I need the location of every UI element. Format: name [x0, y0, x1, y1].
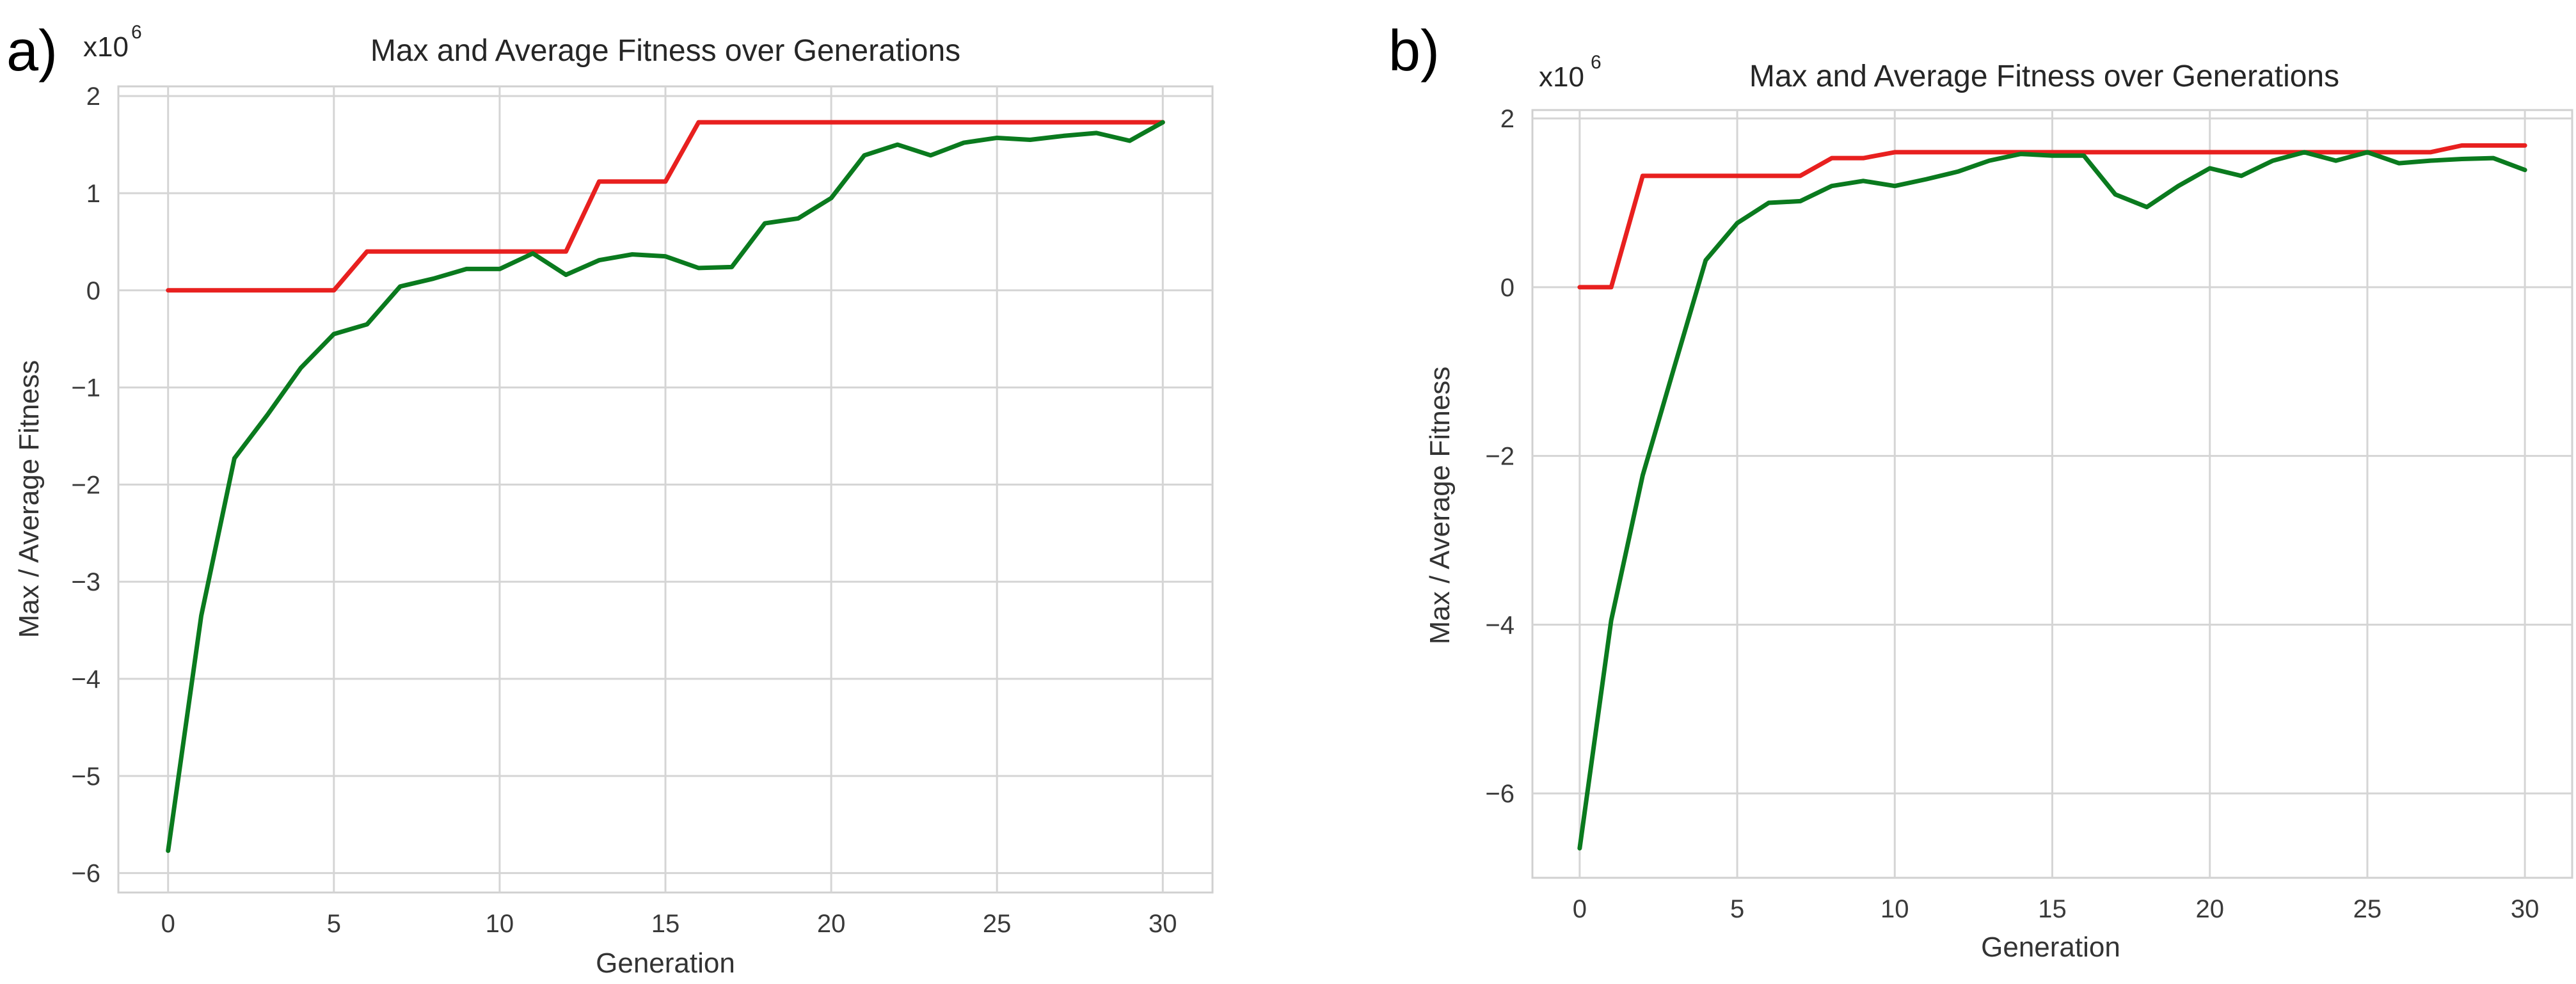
- panel-a-title: Max and Average Fitness over Generations: [370, 34, 960, 68]
- panel-b-x-tick-label: 20: [2195, 895, 2224, 923]
- panel-a-x-tick-label: 25: [983, 910, 1012, 938]
- panel-b-x-tick-label: 0: [1573, 895, 1587, 923]
- panel-b-y-tick-label: −4: [1485, 611, 1515, 639]
- panel-b-y-tick-label: 0: [1500, 274, 1515, 302]
- panel-a-x-tick-label: 0: [161, 910, 175, 938]
- panel-b-tick-labels: 0 5 10 15 20 25 30 −6 −4 −2 0 2: [1485, 105, 2539, 923]
- panel-a-x-tick-label: 10: [486, 910, 514, 938]
- panel-b-x-tick-label: 5: [1730, 895, 1744, 923]
- panel-a-average-fitness-line: [166, 120, 1165, 853]
- panel-a-x-tick-label: 5: [327, 910, 341, 938]
- panel-b-y-tick-label: −6: [1485, 780, 1515, 808]
- panel-a-y-tick-label: −5: [71, 763, 100, 791]
- panel-a-y-multiplier-exponent: 6: [131, 22, 142, 43]
- panel-b-y-axis-label: Max / Average Fitness: [1424, 367, 1456, 645]
- panel-a-y-multiplier-base: x10: [83, 31, 129, 63]
- panel-b-series: [1577, 143, 2527, 851]
- panel-a-y-tick-label: 1: [86, 180, 100, 208]
- panel-b-gridlines: [1532, 110, 2572, 878]
- panel-b-title: Max and Average Fitness over Generations: [1749, 60, 2339, 93]
- panel-b-y-tick-label: −2: [1485, 443, 1515, 471]
- panel-b-y-multiplier-exponent: 6: [1591, 52, 1602, 73]
- panel-a-max-fitness-line: [166, 120, 1165, 293]
- panel-a-x-tick-label: 15: [651, 910, 680, 938]
- panel-a-gridlines: [118, 86, 1212, 893]
- panel-a-x-tick-label: 20: [817, 910, 846, 938]
- panel-a: a) Max and Average Fitness over Generati…: [6, 19, 1214, 979]
- panel-a-series: [166, 120, 1165, 853]
- panel-b-x-tick-label: 15: [2038, 895, 2067, 923]
- panel-b-x-axis-label: Generation: [1981, 932, 2120, 963]
- panel-a-y-tick-label: −6: [71, 860, 100, 888]
- panel-a-label: a): [6, 19, 58, 83]
- panel-a-y-axis-label: Max / Average Fitness: [13, 360, 45, 639]
- panel-a-y-tick-label: −1: [71, 374, 100, 402]
- panel-b-label: b): [1388, 19, 1440, 83]
- panel-a-y-multiplier: x10 6: [83, 22, 142, 63]
- panel-a-x-axis-label: Generation: [596, 948, 735, 979]
- panel-a-y-tick-label: −3: [71, 568, 100, 596]
- panel-a-y-tick-label: −4: [71, 665, 100, 694]
- panel-a-y-tick-label: 0: [86, 277, 100, 305]
- panel-b-y-tick-label: 2: [1500, 105, 1515, 133]
- panel-b-y-multiplier: x10 6: [1539, 52, 1602, 93]
- panel-b-x-tick-label: 30: [2511, 895, 2540, 923]
- panel-a-y-tick-label: −2: [71, 471, 100, 499]
- panel-b: b) Max and Average Fitness over Generati…: [1388, 19, 2573, 963]
- panel-b-x-tick-label: 10: [1880, 895, 1909, 923]
- panel-a-y-tick-label: 2: [86, 83, 100, 111]
- panel-b-y-multiplier-base: x10: [1539, 61, 1584, 93]
- panel-a-x-tick-label: 30: [1149, 910, 1177, 938]
- panel-b-x-tick-label: 25: [2353, 895, 2382, 923]
- panel-b-average-fitness-line: [1577, 150, 2527, 851]
- panel-a-tick-labels: 0 5 10 15 20 25 30 −6 −5 −4 −3 −2 −1 0 1 2: [71, 83, 1177, 938]
